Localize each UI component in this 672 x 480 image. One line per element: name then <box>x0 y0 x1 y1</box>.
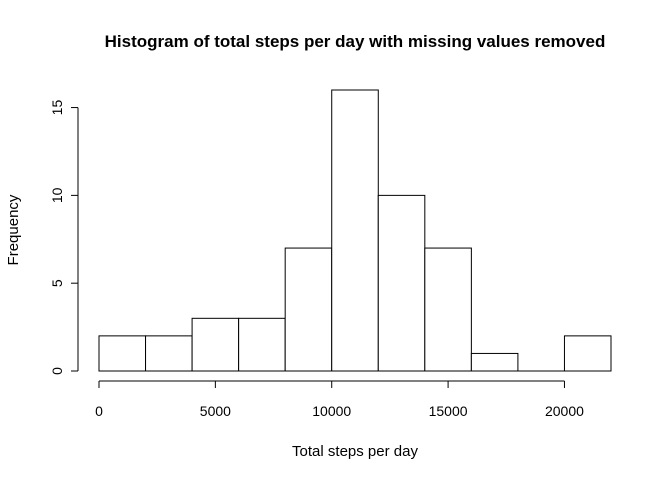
y-tick-label: 10 <box>49 187 65 203</box>
y-axis: 0 5 10 15 <box>49 100 79 375</box>
x-tick-label: 5000 <box>200 403 231 419</box>
y-axis-label: Frequency <box>5 194 22 265</box>
x-axis: 0 5000 10000 15000 20000 <box>95 380 584 419</box>
histogram-bar <box>377 194 426 372</box>
bars-group <box>98 89 612 372</box>
x-tick-label: 10000 <box>312 403 351 419</box>
histogram-bar <box>238 317 286 372</box>
x-tick-label: 20000 <box>545 403 584 419</box>
histogram-bar <box>331 89 379 372</box>
x-axis-label: Total steps per day <box>292 443 418 460</box>
y-tick-label: 15 <box>49 100 65 116</box>
histogram-bar <box>191 317 240 372</box>
histogram-bar <box>98 335 147 372</box>
y-tick-label: 5 <box>49 279 65 287</box>
histogram-bar <box>563 335 612 372</box>
y-tick-label: 0 <box>49 367 65 375</box>
histogram-bar <box>145 335 193 372</box>
histogram-bar <box>470 352 519 372</box>
histogram-bar <box>284 247 333 372</box>
chart-title: Histogram of total steps per day with mi… <box>105 32 606 51</box>
x-tick-label: 15000 <box>429 403 468 419</box>
histogram-bar <box>424 247 472 372</box>
x-tick-label: 0 <box>95 403 103 419</box>
